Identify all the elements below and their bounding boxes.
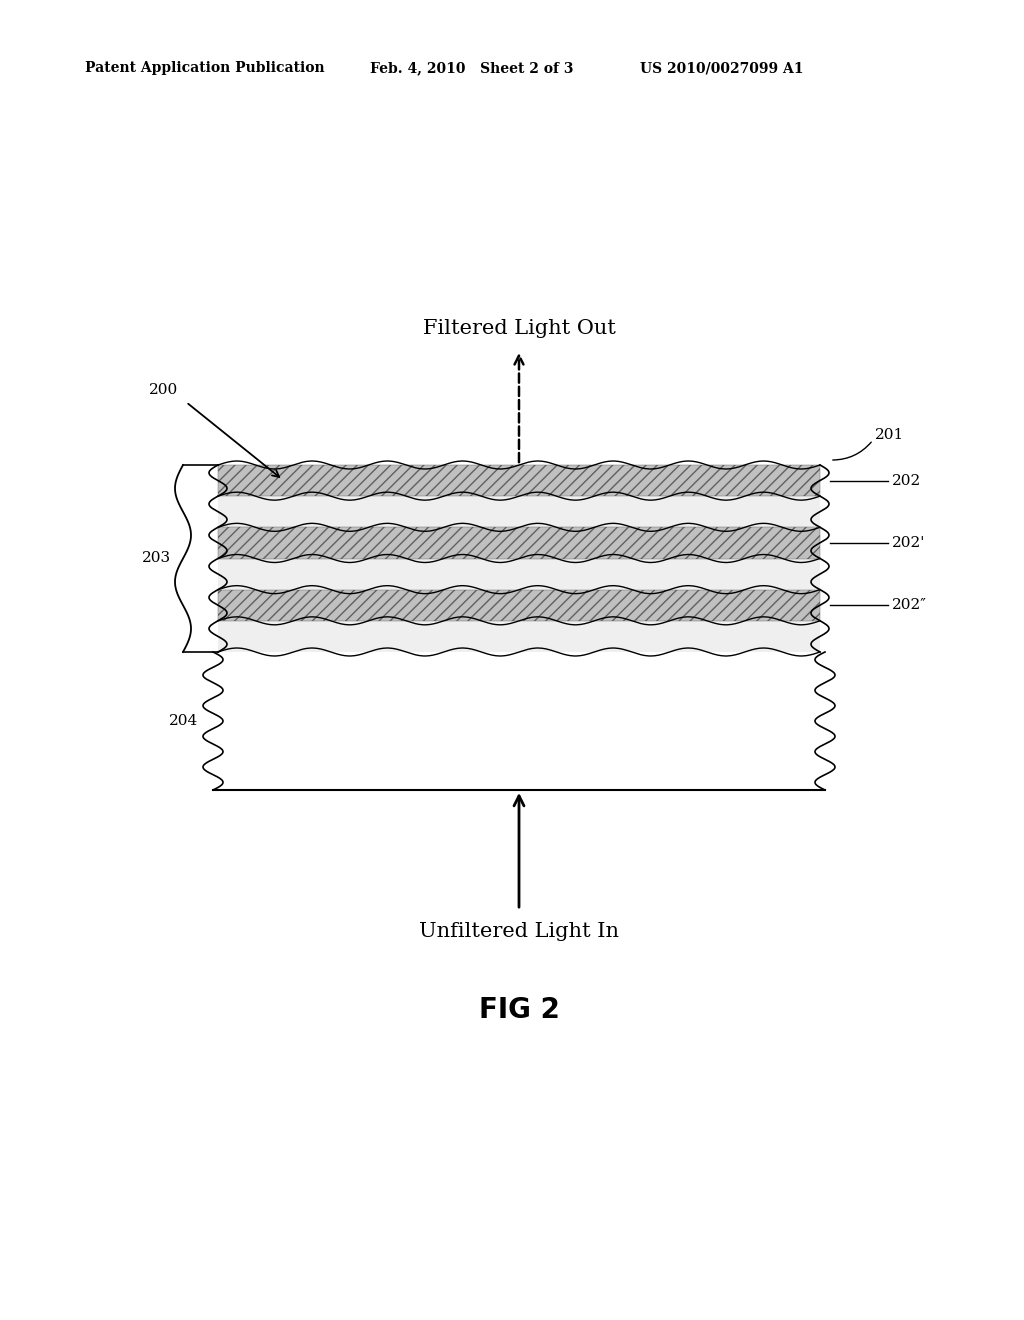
Polygon shape [213, 652, 825, 789]
Text: 202': 202' [892, 536, 926, 550]
Text: 201: 201 [874, 428, 904, 442]
Polygon shape [218, 558, 820, 590]
Text: FIG 2: FIG 2 [478, 997, 559, 1024]
Text: 200: 200 [148, 383, 178, 397]
Text: 203: 203 [142, 552, 171, 565]
Polygon shape [218, 465, 820, 496]
Polygon shape [218, 590, 820, 620]
Text: Patent Application Publication: Patent Application Publication [85, 61, 325, 75]
Text: 202″: 202″ [892, 598, 927, 612]
Text: US 2010/0027099 A1: US 2010/0027099 A1 [640, 61, 804, 75]
Polygon shape [218, 527, 820, 558]
Polygon shape [218, 496, 820, 527]
Text: 202: 202 [892, 474, 922, 487]
Text: Filtered Light Out: Filtered Light Out [423, 319, 615, 338]
Text: Unfiltered Light In: Unfiltered Light In [419, 921, 618, 941]
Text: 204: 204 [169, 714, 198, 729]
Polygon shape [218, 620, 820, 652]
Text: Feb. 4, 2010   Sheet 2 of 3: Feb. 4, 2010 Sheet 2 of 3 [370, 61, 573, 75]
